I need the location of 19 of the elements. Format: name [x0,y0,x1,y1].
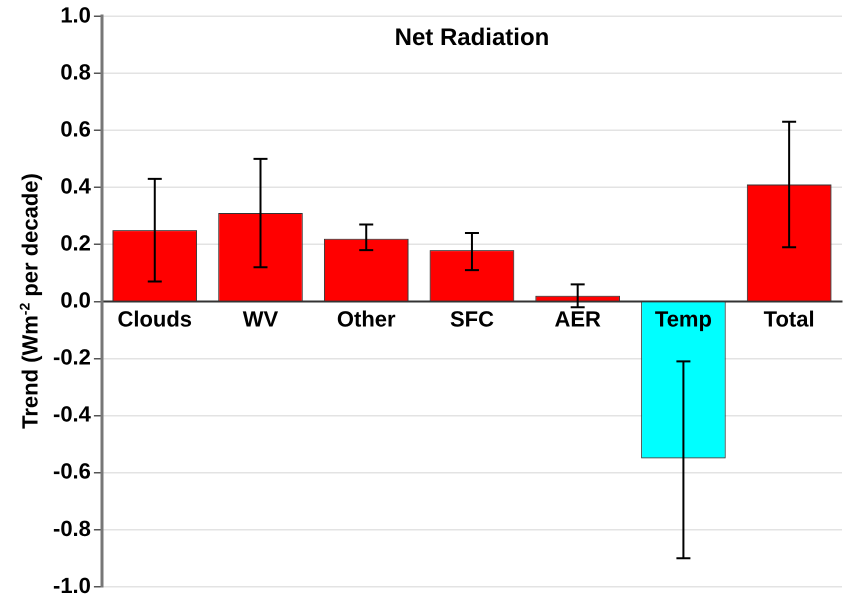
y-tick-label: 0.2 [60,230,91,256]
y-tick-label: -0.6 [52,458,91,484]
y-tick-label: 0.6 [60,116,91,142]
x-tick-label: Other [336,306,396,332]
y-tick-label: -1.0 [52,572,91,598]
x-tick-label: AER [554,306,602,332]
y-tick-label: 0.0 [60,288,91,313]
y-tick-label: 0.8 [60,59,91,84]
x-tick-label: Temp [654,306,712,332]
y-tick-label: -0.2 [52,344,91,370]
y-tick-label: 1.0 [60,2,91,28]
y-tick-label: -0.4 [52,402,92,427]
chart-title: Net Radiation [394,24,550,51]
y-tick-label: -0.8 [52,516,91,541]
x-tick-label: SFC [450,306,494,332]
x-tick-label: Clouds [117,306,192,332]
x-tick-label: Total [764,306,815,332]
x-tick-label: WV [242,306,279,332]
y-tick-label: 0.4 [60,173,92,198]
